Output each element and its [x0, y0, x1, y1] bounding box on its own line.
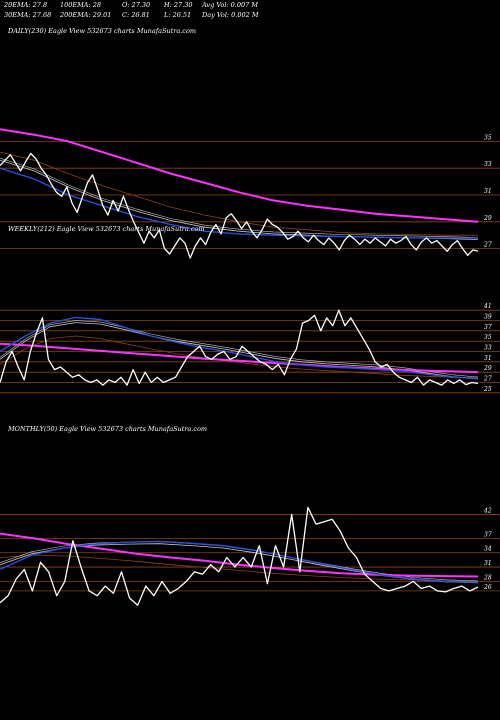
monthly-chart-title: MONTHLY(50) Eagle View 532673 charts Mun… [7, 425, 207, 433]
header-close: C: 26.81 [122, 11, 150, 19]
weekly-ema-long-line [0, 335, 478, 378]
daily-chart-title: DAILY(230) Eagle View 532673 charts Muna… [7, 27, 196, 35]
daily-y-tick-label-35: 35 [484, 134, 492, 141]
header-20ema: 20EMA: 27.8 [3, 1, 47, 9]
header-high: H: 27.30 [163, 1, 193, 9]
monthly-y-tick-label-26: 26 [483, 584, 492, 591]
weekly-ema-slow-line [0, 342, 479, 374]
daily-ema-fast-line [0, 167, 479, 239]
weekly-chart-title: WEEKLY(212) Eagle View 532673 charts Mun… [8, 225, 205, 233]
weekly-y-tick-label-37: 37 [484, 324, 492, 331]
header-avg-vol: Avg Vol: 0.007 M [201, 1, 258, 9]
monthly-y-tick-label-34: 34 [484, 546, 492, 553]
header-open: O: 27.30 [122, 1, 150, 9]
weekly-y-tick-label-27: 27 [483, 376, 492, 383]
weekly-y-tick-label-41: 41 [483, 303, 492, 310]
weekly-price-line [0, 309, 479, 386]
daily-y-tick-label-33: 33 [484, 161, 492, 168]
header-stats: 20EMA: 27.8 100EMA: 28 O: 27.30 H: 27.30… [3, 1, 259, 19]
monthly-ema-long-line [0, 554, 479, 582]
daily-y-tick-label-31: 31 [484, 188, 492, 195]
weekly-y-tick-label-31: 31 [484, 355, 492, 362]
monthly-ema-fast-line [0, 540, 479, 583]
weekly-y-tick-label-25: 25 [483, 386, 492, 393]
daily-y-tick-label-27: 27 [483, 242, 492, 249]
daily-ema-slow-line [0, 128, 479, 223]
weekly-ema-mid-upper-line [0, 320, 479, 378]
monthly-y-tick-label-28: 28 [483, 574, 492, 581]
weekly-y-tick-label-29: 29 [483, 365, 492, 372]
header-day-vol: Day Vol: 0.002 M [201, 11, 259, 19]
weekly-chart-panel: WEEKLY(212) Eagle View 532673 charts Mun… [0, 225, 500, 394]
header-200ema: 200EMA: 29.01 [59, 11, 111, 19]
daily-price-line [0, 152, 479, 259]
daily-chart-panel: DAILY(230) Eagle View 532673 charts Muna… [0, 27, 500, 259]
header-100ema: 100EMA: 28 [60, 1, 101, 9]
daily-ema-long-line [0, 151, 478, 236]
monthly-price-line [0, 506, 479, 606]
weekly-y-tick-label-35: 35 [484, 334, 492, 341]
daily-y-tick-label-29: 29 [483, 215, 492, 222]
header-low: L: 26.51 [163, 11, 191, 19]
weekly-y-tick-label-33: 33 [484, 345, 492, 352]
monthly-chart-panel: MONTHLY(50) Eagle View 532673 charts Mun… [0, 425, 500, 606]
monthly-y-tick-label-37: 37 [484, 531, 492, 538]
weekly-y-tick-label-39: 39 [484, 314, 492, 321]
header-30ema: 30EMA: 27.68 [4, 11, 51, 19]
weekly-ema-fast-line [0, 316, 479, 380]
monthly-y-tick-label-42: 42 [483, 508, 492, 515]
daily-ema-mid-upper-line [0, 157, 479, 238]
monthly-y-tick-label-31: 31 [484, 560, 492, 567]
